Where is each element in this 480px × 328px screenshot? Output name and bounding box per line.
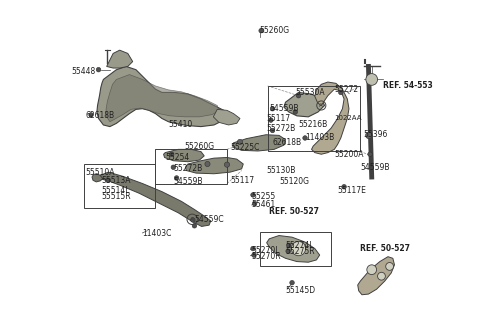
Text: 55274L: 55274L	[286, 241, 314, 250]
Text: 55130B: 55130B	[266, 166, 295, 175]
Text: REF. 50-527: REF. 50-527	[360, 244, 410, 253]
Text: 54559C: 54559C	[194, 215, 224, 224]
Text: 54559B: 54559B	[173, 177, 203, 186]
Bar	[260, 232, 331, 266]
Circle shape	[174, 176, 179, 180]
Text: 55515R: 55515R	[102, 192, 132, 201]
Circle shape	[252, 253, 256, 257]
Text: 55255: 55255	[252, 192, 276, 201]
Text: 11403B: 11403B	[305, 133, 334, 142]
Text: 55510A: 55510A	[85, 168, 115, 177]
Text: 55396: 55396	[363, 130, 388, 139]
Circle shape	[224, 162, 229, 167]
Polygon shape	[106, 74, 219, 122]
Text: REF. 54-553: REF. 54-553	[383, 81, 433, 91]
Circle shape	[293, 110, 298, 114]
Text: 55260G: 55260G	[260, 26, 289, 35]
Circle shape	[251, 193, 255, 197]
Circle shape	[291, 241, 306, 256]
Text: 55270R: 55270R	[252, 252, 281, 261]
Circle shape	[171, 165, 176, 170]
Bar	[84, 164, 156, 208]
Text: 55272B: 55272B	[173, 164, 203, 173]
Circle shape	[342, 184, 347, 189]
Text: 54559B: 54559B	[360, 163, 390, 172]
Circle shape	[205, 161, 210, 167]
Circle shape	[106, 178, 110, 183]
Circle shape	[96, 68, 101, 72]
Text: 1022AA: 1022AA	[334, 115, 362, 121]
Circle shape	[191, 218, 195, 222]
Text: 55225C: 55225C	[230, 143, 260, 152]
Polygon shape	[358, 257, 395, 295]
Polygon shape	[97, 67, 227, 127]
Text: 55254: 55254	[165, 153, 190, 162]
Text: 55448: 55448	[71, 67, 95, 76]
Text: 62618B: 62618B	[85, 111, 115, 120]
Circle shape	[367, 265, 377, 275]
Circle shape	[270, 106, 275, 111]
Circle shape	[303, 136, 307, 140]
Circle shape	[251, 246, 255, 251]
Circle shape	[378, 272, 385, 280]
Circle shape	[287, 243, 291, 248]
Circle shape	[269, 118, 273, 122]
Text: 55117: 55117	[230, 176, 254, 185]
Text: 55410: 55410	[168, 120, 192, 130]
Circle shape	[286, 249, 290, 254]
Text: REF. 50-527: REF. 50-527	[269, 207, 319, 215]
Circle shape	[270, 128, 275, 133]
Polygon shape	[164, 149, 204, 162]
Polygon shape	[213, 109, 240, 125]
Circle shape	[252, 201, 257, 206]
Polygon shape	[233, 135, 286, 151]
Circle shape	[169, 152, 174, 156]
Text: 55216B: 55216B	[299, 120, 328, 130]
Bar	[268, 86, 360, 151]
Circle shape	[338, 90, 343, 95]
Polygon shape	[312, 82, 349, 154]
Circle shape	[366, 73, 378, 85]
Circle shape	[192, 223, 197, 228]
Text: 55260G: 55260G	[185, 142, 215, 151]
Text: 11403C: 11403C	[143, 229, 172, 238]
Text: 55117E: 55117E	[337, 186, 366, 195]
Text: 55117: 55117	[266, 114, 290, 123]
Text: 62618B: 62618B	[273, 138, 301, 147]
Circle shape	[238, 139, 242, 145]
Text: 55514L: 55514L	[102, 186, 130, 195]
Text: 55145D: 55145D	[286, 286, 316, 295]
Circle shape	[89, 113, 93, 117]
Text: 55461: 55461	[252, 200, 276, 209]
Text: A: A	[190, 217, 194, 222]
Bar	[156, 149, 227, 183]
Text: 55513A: 55513A	[102, 176, 132, 185]
Circle shape	[290, 280, 294, 285]
Polygon shape	[92, 174, 103, 182]
Text: 55275R: 55275R	[286, 247, 315, 256]
Text: 55120G: 55120G	[279, 177, 309, 186]
Polygon shape	[99, 172, 211, 226]
Polygon shape	[284, 92, 324, 117]
Text: 55272: 55272	[334, 85, 359, 94]
Text: A: A	[319, 103, 323, 108]
Text: 55200A: 55200A	[334, 150, 364, 159]
Polygon shape	[107, 50, 132, 68]
Text: 55270L: 55270L	[252, 246, 280, 255]
Polygon shape	[185, 157, 243, 174]
Circle shape	[368, 152, 372, 156]
Circle shape	[386, 262, 394, 270]
Text: 55272B: 55272B	[266, 124, 295, 133]
Circle shape	[366, 132, 372, 139]
Circle shape	[296, 93, 301, 98]
Text: 55530A: 55530A	[295, 88, 325, 97]
Text: 54559B: 54559B	[269, 104, 299, 113]
Circle shape	[259, 29, 264, 33]
Polygon shape	[267, 236, 320, 262]
